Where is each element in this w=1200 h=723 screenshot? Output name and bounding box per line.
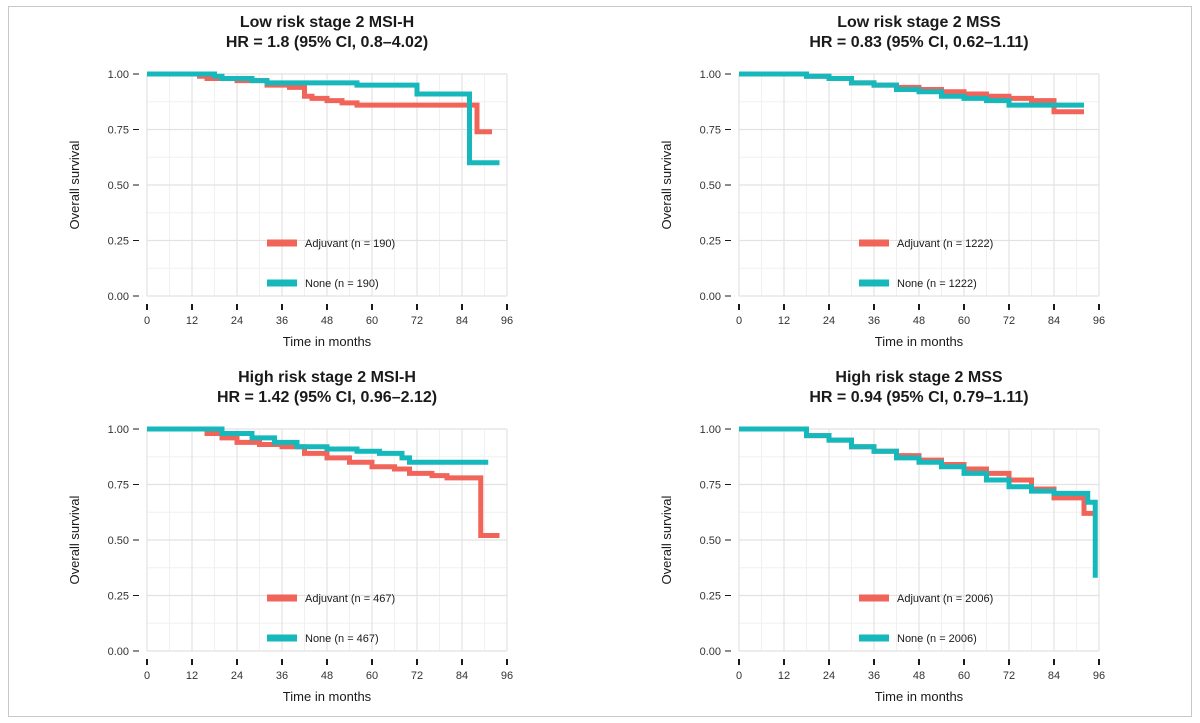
chart-svg: 0 12 24 36 48 60 72 84 96 0.00 0.25 0.50 0.75 1.00 Hig… [67, 369, 513, 704]
y-tick-label: 0.50 [108, 535, 129, 547]
x-tick-label: 36 [276, 315, 288, 327]
y-tick-label: 0.00 [700, 646, 721, 658]
series-line-none [147, 426, 489, 465]
chart-low-risk-msi-h: 0 12 24 36 48 60 72 84 96 0.00 0.25 0.50 0.75 1.00 Low… [9, 7, 601, 362]
x-tick-label: 72 [1003, 315, 1015, 327]
x-tick-label: 96 [501, 315, 513, 327]
chart-low-risk-mss: 0 12 24 36 48 60 72 84 96 0.00 0.25 0.50 0.75 1.00 Low… [601, 7, 1193, 362]
x-tick-label: 48 [321, 670, 333, 682]
x-tick-label: 72 [411, 315, 423, 327]
y-tick-label: 0.00 [108, 291, 129, 303]
x-tick-label: 60 [366, 315, 378, 327]
y-tick-label: 1.00 [108, 424, 129, 436]
y-tick-label: 0.75 [108, 480, 129, 492]
x-tick-label: 0 [144, 670, 150, 682]
series-line-none [147, 71, 500, 166]
y-tick-label: 1.00 [108, 69, 129, 81]
y-tick-label: 0.25 [108, 591, 129, 603]
x-tick-label: 72 [411, 670, 423, 682]
y-tick-label: 0.25 [700, 591, 721, 603]
legend-label-none: None (n = 1222) [897, 278, 977, 290]
chart-title: High risk stage 2 MSI-H [238, 369, 416, 386]
series-line-adjuvant [147, 71, 492, 135]
x-tick-label: 36 [868, 670, 880, 682]
x-tick-label: 60 [366, 670, 378, 682]
x-tick-label: 12 [186, 315, 198, 327]
x-axis-label: Time in months [875, 334, 964, 349]
y-tick-label: 1.00 [700, 69, 721, 81]
chart-subtitle: HR = 1.42 (95% CI, 0.96–2.12) [217, 389, 437, 406]
chart-subtitle: HR = 0.94 (95% CI, 0.79–1.11) [809, 389, 1028, 406]
x-tick-label: 0 [736, 315, 742, 327]
chart-high-risk-msi-h: 0 12 24 36 48 60 72 84 96 0.00 0.25 0.50 0.75 1.00 Hig… [9, 362, 601, 718]
y-tick-label: 0.00 [108, 646, 129, 658]
series-line-none [739, 426, 1098, 578]
y-axis-label: Overall survival [67, 140, 82, 229]
y-tick-label: 0.75 [700, 480, 721, 492]
x-tick-label: 84 [1048, 670, 1060, 682]
x-axis-label: Time in months [283, 689, 372, 704]
legend-label-adjuvant: Adjuvant (n = 1222) [897, 238, 993, 250]
x-tick-label: 48 [913, 670, 925, 682]
y-tick-label: 0.50 [108, 180, 129, 192]
x-tick-label: 36 [276, 670, 288, 682]
y-tick-label: 0.50 [700, 180, 721, 192]
x-tick-label: 84 [456, 315, 468, 327]
x-tick-label: 96 [1093, 315, 1105, 327]
x-tick-label: 12 [778, 315, 790, 327]
figure-frame: 0 12 24 36 48 60 72 84 96 0.00 0.25 0.50 0.75 1.00 Low… [8, 6, 1192, 717]
y-tick-label: 0.75 [108, 125, 129, 137]
x-axis-label: Time in months [875, 689, 964, 704]
y-axis-label: Overall survival [659, 495, 674, 584]
x-tick-label: 48 [321, 315, 333, 327]
legend-label-none: None (n = 467) [305, 633, 379, 645]
y-tick-label: 0.25 [108, 236, 129, 248]
x-tick-label: 0 [144, 315, 150, 327]
y-axis-label: Overall survival [659, 140, 674, 229]
x-tick-label: 0 [736, 670, 742, 682]
chart-subtitle: HR = 1.8 (95% CI, 0.8–4.02) [226, 34, 428, 51]
legend-label-none: None (n = 2006) [897, 633, 977, 645]
chart-title: Low risk stage 2 MSI-H [240, 14, 414, 31]
legend-label-none: None (n = 190) [305, 278, 379, 290]
x-tick-label: 60 [958, 315, 970, 327]
y-tick-label: 1.00 [700, 424, 721, 436]
x-tick-label: 96 [501, 670, 513, 682]
y-axis-label: Overall survival [67, 495, 82, 584]
x-tick-label: 24 [231, 670, 243, 682]
x-tick-label: 84 [456, 670, 468, 682]
x-tick-label: 84 [1048, 315, 1060, 327]
y-tick-label: 0.75 [700, 125, 721, 137]
x-tick-label: 72 [1003, 670, 1015, 682]
chart-high-risk-mss: 0 12 24 36 48 60 72 84 96 0.00 0.25 0.50 0.75 1.00 Hig… [601, 362, 1193, 718]
chart-subtitle: HR = 0.83 (95% CI, 0.62–1.11) [809, 34, 1028, 51]
legend-label-adjuvant: Adjuvant (n = 467) [305, 593, 395, 605]
y-tick-label: 0.50 [700, 535, 721, 547]
chart-svg: 0 12 24 36 48 60 72 84 96 0.00 0.25 0.50 0.75 1.00 Low… [659, 14, 1105, 349]
x-tick-label: 12 [186, 670, 198, 682]
x-tick-label: 60 [958, 670, 970, 682]
y-tick-label: 0.25 [700, 236, 721, 248]
chart-svg: 0 12 24 36 48 60 72 84 96 0.00 0.25 0.50 0.75 1.00 Low… [67, 14, 513, 349]
x-tick-label: 12 [778, 670, 790, 682]
x-axis-label: Time in months [283, 334, 372, 349]
x-tick-label: 96 [1093, 670, 1105, 682]
series-line-none [739, 71, 1084, 108]
series-line-adjuvant [147, 426, 500, 539]
x-tick-label: 24 [823, 670, 835, 682]
legend-label-adjuvant: Adjuvant (n = 2006) [897, 593, 993, 605]
y-tick-label: 0.00 [700, 291, 721, 303]
x-tick-label: 48 [913, 315, 925, 327]
x-tick-label: 24 [823, 315, 835, 327]
chart-svg: 0 12 24 36 48 60 72 84 96 0.00 0.25 0.50 0.75 1.00 Hig… [659, 369, 1105, 704]
legend-label-adjuvant: Adjuvant (n = 190) [305, 238, 395, 250]
chart-title: High risk stage 2 MSS [835, 369, 1002, 386]
chart-title: Low risk stage 2 MSS [837, 14, 1001, 31]
x-tick-label: 24 [231, 315, 243, 327]
x-tick-label: 36 [868, 315, 880, 327]
